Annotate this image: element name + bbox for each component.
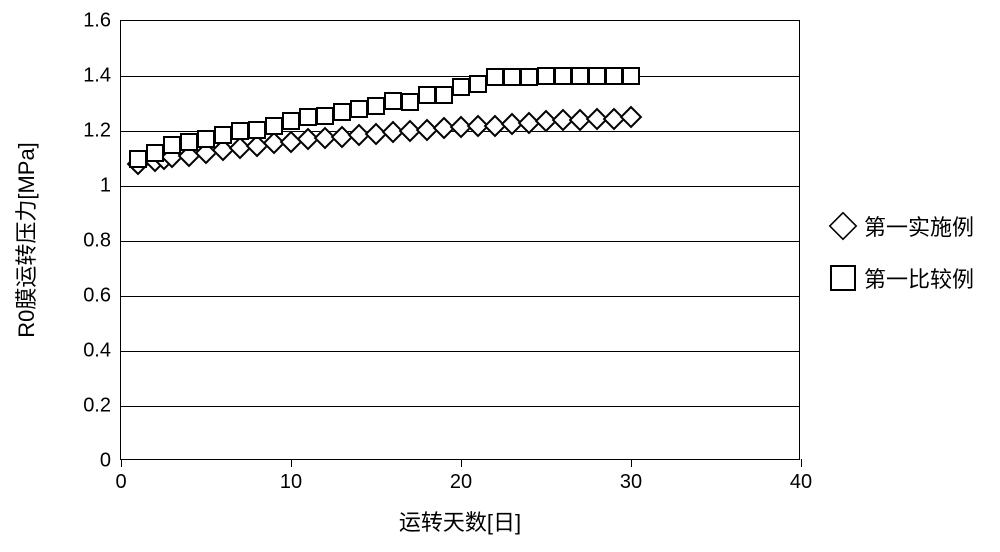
x-tick-label: 20: [450, 459, 472, 494]
y-tick-label: 0.2: [83, 395, 121, 418]
data-point-series2: [316, 107, 334, 125]
data-point-series2: [129, 150, 147, 168]
data-point-series2: [265, 117, 283, 135]
data-point-series2: [384, 92, 402, 110]
legend-label: 第一实施例: [864, 210, 974, 242]
data-point-series2: [367, 97, 385, 115]
x-tick-label: 40: [790, 459, 812, 494]
data-point-series2: [554, 67, 572, 85]
data-point-series2: [180, 133, 198, 151]
data-point-series2: [146, 144, 164, 162]
data-point-series2: [452, 78, 470, 96]
data-point-series1: [620, 106, 643, 129]
legend-item: 第一实施例: [830, 210, 974, 242]
data-point-series2: [486, 68, 504, 86]
data-point-series2: [435, 86, 453, 104]
x-tick-label: 30: [620, 459, 642, 494]
y-tick-label: 1: [100, 175, 121, 198]
gridline-horizontal: [121, 351, 799, 352]
gridline-horizontal: [121, 241, 799, 242]
diamond-icon: [829, 212, 858, 241]
data-point-series2: [163, 136, 181, 154]
x-tick-label: 10: [280, 459, 302, 494]
y-tick-label: 0.4: [83, 340, 121, 363]
data-point-series2: [588, 67, 606, 85]
data-point-series2: [605, 67, 623, 85]
data-point-series2: [469, 75, 487, 93]
x-axis-label: 运转天数[日]: [399, 505, 521, 537]
data-point-series2: [282, 112, 300, 130]
data-point-series2: [197, 130, 215, 148]
data-point-series2: [333, 103, 351, 121]
data-point-series2: [401, 93, 419, 111]
plot-area: 00.20.40.60.811.21.41.6010203040: [120, 20, 800, 460]
data-point-series2: [231, 122, 249, 140]
legend-item: 第一比较例: [830, 262, 974, 294]
data-point-series2: [350, 100, 368, 118]
y-tick-label: 1.2: [83, 120, 121, 143]
data-point-series2: [537, 67, 555, 85]
chart-container: 00.20.40.60.811.21.41.6010203040 R0膜运转压力…: [0, 0, 1000, 552]
data-point-series2: [503, 68, 521, 86]
gridline-horizontal: [121, 296, 799, 297]
legend-label: 第一比较例: [864, 262, 974, 294]
data-point-series2: [571, 67, 589, 85]
y-tick-label: 1.6: [83, 10, 121, 33]
y-tick-label: 0.8: [83, 230, 121, 253]
data-point-series2: [622, 67, 640, 85]
gridline-horizontal: [121, 76, 799, 77]
gridline-horizontal: [121, 186, 799, 187]
y-tick-label: 1.4: [83, 65, 121, 88]
data-point-series2: [299, 108, 317, 126]
data-point-series2: [418, 86, 436, 104]
x-tick-label: 0: [115, 459, 126, 494]
y-axis-label: R0膜运转压力[MPa]: [9, 142, 41, 338]
legend: 第一实施例第一比较例: [830, 210, 974, 314]
y-tick-label: 0.6: [83, 285, 121, 308]
square-icon: [830, 265, 856, 291]
data-point-series2: [214, 126, 232, 144]
data-point-series2: [248, 121, 266, 139]
gridline-horizontal: [121, 406, 799, 407]
data-point-series2: [520, 68, 538, 86]
